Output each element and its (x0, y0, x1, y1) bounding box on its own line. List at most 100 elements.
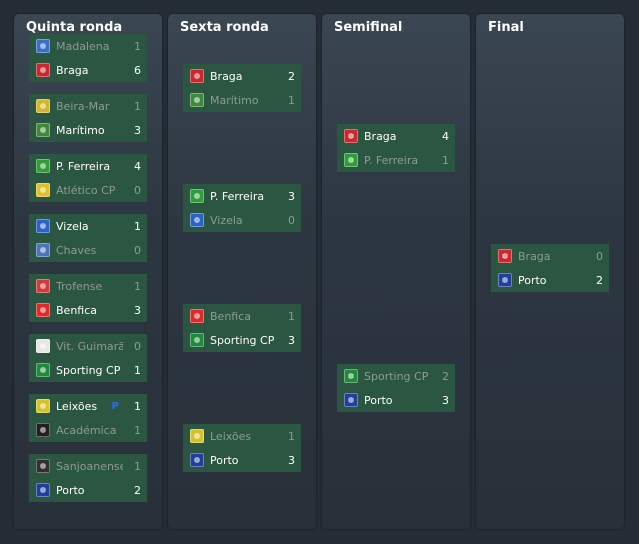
team-score: 1 (134, 99, 141, 113)
team-name: Braga (364, 129, 397, 143)
club-crest-icon (344, 393, 358, 407)
round-column-quinta-ronda: Quinta ronda Madalena 1 Braga 6 Beira-Mar 1 Mar… (14, 14, 162, 529)
team-name: Benfica (56, 303, 98, 317)
team-row-maritimo[interactable]: Marítimo 1 (183, 88, 301, 112)
match-card[interactable]: Trofense 1 Benfica 3 (29, 274, 147, 322)
team-score: 0 (134, 339, 141, 353)
round-title: Final (488, 20, 524, 35)
round-column-sexta-ronda: Sexta ronda Braga 2 Marítimo 1 P. Ferreira 3 Vi… (168, 14, 316, 529)
match-card[interactable]: Leixões P 1 Académica 1 (29, 394, 147, 442)
match-card[interactable]: Beira-Mar 1 Marítimo 3 (29, 94, 147, 142)
team-name: Braga (518, 249, 551, 263)
match-card[interactable]: Braga 4 P. Ferreira 1 (337, 124, 455, 172)
club-crest-icon (36, 219, 50, 233)
match-card[interactable]: P. Ferreira 4 Atlético CP 0 (29, 154, 147, 202)
team-row-chaves[interactable]: Chaves 0 (29, 238, 147, 262)
team-row-braga[interactable]: Braga 2 (183, 64, 301, 88)
team-score: 4 (134, 159, 141, 173)
team-row-porto[interactable]: Porto 3 (337, 388, 455, 412)
team-row-p-ferreira[interactable]: P. Ferreira 1 (337, 148, 455, 172)
team-row-trofense[interactable]: Trofense 1 (29, 274, 147, 298)
team-name: Vizela (56, 219, 89, 233)
match-card[interactable]: Sanjoanense 1 Porto 2 (29, 454, 147, 502)
team-score: 1 (288, 309, 295, 323)
round-title: Quinta ronda (26, 20, 123, 35)
team-row-vit-guimara[interactable]: Vit. Guimarã... 0 (29, 334, 147, 358)
team-score: 2 (288, 69, 295, 83)
team-row-porto[interactable]: Porto 3 (183, 448, 301, 472)
team-name: Porto (210, 453, 239, 467)
club-crest-icon (190, 429, 204, 443)
team-row-p-ferreira[interactable]: P. Ferreira 3 (183, 184, 301, 208)
team-score: 3 (134, 123, 141, 137)
match-card[interactable]: Vizela 1 Chaves 0 (29, 214, 147, 262)
club-crest-icon (190, 309, 204, 323)
team-row-sporting-cp[interactable]: Sporting CP 2 (337, 364, 455, 388)
team-row-maritimo[interactable]: Marítimo 3 (29, 118, 147, 142)
team-row-braga[interactable]: Braga 0 (491, 244, 609, 268)
team-name: Porto (364, 393, 393, 407)
team-row-benfica[interactable]: Benfica 3 (29, 298, 147, 322)
team-row-sporting-cp[interactable]: Sporting CP 1 (29, 358, 147, 382)
match-card[interactable]: Madalena 1 Braga 6 (29, 34, 147, 82)
team-row-sporting-cp[interactable]: Sporting CP 3 (183, 328, 301, 352)
team-score: 1 (134, 279, 141, 293)
team-score: 2 (442, 369, 449, 383)
club-crest-icon (36, 339, 50, 353)
club-crest-icon (190, 333, 204, 347)
team-score: 0 (134, 243, 141, 257)
team-row-porto[interactable]: Porto 2 (491, 268, 609, 292)
team-row-vizela[interactable]: Vizela 1 (29, 214, 147, 238)
club-crest-icon (190, 213, 204, 227)
team-row-academica[interactable]: Académica 1 (29, 418, 147, 442)
club-crest-icon (36, 183, 50, 197)
club-crest-icon (190, 93, 204, 107)
team-row-benfica[interactable]: Benfica 1 (183, 304, 301, 328)
team-score: 4 (442, 129, 449, 143)
round-title: Sexta ronda (180, 20, 269, 35)
team-row-p-ferreira[interactable]: P. Ferreira 4 (29, 154, 147, 178)
team-row-leixoes[interactable]: Leixões P 1 (29, 394, 147, 418)
club-crest-icon (36, 63, 50, 77)
team-row-beira-mar[interactable]: Beira-Mar 1 (29, 94, 147, 118)
team-row-leixoes[interactable]: Leixões 1 (183, 424, 301, 448)
club-crest-icon (498, 273, 512, 287)
team-row-braga[interactable]: Braga 6 (29, 58, 147, 82)
team-row-sanjoanense[interactable]: Sanjoanense 1 (29, 454, 147, 478)
team-name: Sanjoanense (56, 459, 123, 473)
team-score: 1 (442, 153, 449, 167)
team-score: 1 (288, 93, 295, 107)
team-name: Braga (56, 63, 89, 77)
match-card[interactable]: Leixões 1 Porto 3 (183, 424, 301, 472)
team-row-madalena[interactable]: Madalena 1 (29, 34, 147, 58)
match-card[interactable]: P. Ferreira 3 Vizela 0 (183, 184, 301, 232)
club-crest-icon (36, 483, 50, 497)
team-score: 0 (134, 183, 141, 197)
club-crest-icon (36, 123, 50, 137)
club-crest-icon (36, 39, 50, 53)
team-name: Leixões (56, 399, 98, 413)
team-score: 1 (134, 39, 141, 53)
match-card[interactable]: Braga 2 Marítimo 1 (183, 64, 301, 112)
team-name: Académica (56, 423, 117, 437)
club-crest-icon (344, 369, 358, 383)
match-card[interactable]: Sporting CP 2 Porto 3 (337, 364, 455, 412)
round-title: Semifinal (334, 20, 403, 35)
team-row-vizela[interactable]: Vizela 0 (183, 208, 301, 232)
team-score: 1 (134, 363, 141, 377)
match-card[interactable]: Vit. Guimarã... 0 Sporting CP 1 (29, 334, 147, 382)
team-score: 3 (442, 393, 449, 407)
team-row-porto[interactable]: Porto 2 (29, 478, 147, 502)
team-name: Marítimo (56, 123, 105, 137)
match-card[interactable]: Benfica 1 Sporting CP 3 (183, 304, 301, 352)
team-name: Porto (518, 273, 547, 287)
team-score: 1 (134, 219, 141, 233)
team-row-braga[interactable]: Braga 4 (337, 124, 455, 148)
match-card[interactable]: Braga 0 Porto 2 (491, 244, 609, 292)
club-crest-icon (36, 159, 50, 173)
team-name: Beira-Mar (56, 99, 110, 113)
team-score: 3 (288, 453, 295, 467)
team-name: Marítimo (210, 93, 259, 107)
team-row-atletico-cp[interactable]: Atlético CP 0 (29, 178, 147, 202)
team-name: Leixões (210, 429, 252, 443)
